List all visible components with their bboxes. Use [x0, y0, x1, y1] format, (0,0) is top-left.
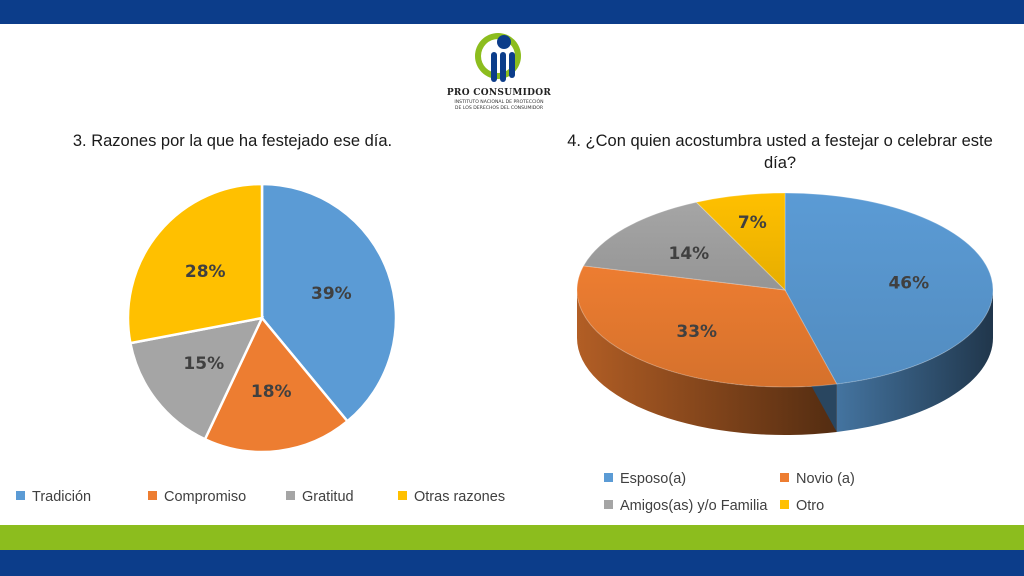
- slice-gratitud: [128, 316, 265, 441]
- legend-item-gratitud: Gratitud: [286, 489, 354, 505]
- legend-swatch: [148, 491, 157, 500]
- footer-green-stripe: [0, 525, 1024, 550]
- legend-item-tradicion: Tradición: [16, 489, 91, 505]
- label-esposo-a: 46%: [888, 274, 929, 294]
- logo-subtitle-line2: DE LOS DERECHOS DEL CONSUMIDOR: [454, 106, 544, 111]
- label-novio-a: 33%: [676, 322, 717, 342]
- label-amigos-as-y-o-familia: 14%: [668, 244, 709, 264]
- legend-label: Tradición: [32, 489, 92, 505]
- legend-swatch: [604, 473, 613, 482]
- footer-blue-stripe: [0, 550, 1024, 576]
- legend-label: Esposo(a): [620, 471, 687, 487]
- label-gratitud: 15%: [183, 354, 224, 374]
- legend-label: Compromiso: [164, 489, 247, 505]
- legend-swatch: [286, 491, 295, 500]
- legend-swatch: [16, 491, 25, 500]
- slice-otras-razones: [126, 182, 264, 345]
- slice-amigos-as-y-o-familia: [582, 201, 787, 291]
- slice-side-novio-a: [577, 290, 837, 435]
- label-otro: 7%: [738, 213, 767, 233]
- legend-label: Novio (a): [796, 471, 855, 487]
- slice-esposo-a: [784, 192, 994, 385]
- chart-title-companions: 4. ¿Con quien acostumbra usted a festeja…: [567, 132, 993, 172]
- legend-swatch: [780, 473, 789, 482]
- legend-label: Otro: [796, 498, 825, 514]
- logo-subtitle-line1: INSTITUTO NACIONAL DE PROTECCIÓN: [454, 100, 544, 105]
- slice-novio-a: [576, 265, 838, 388]
- legend-label: Gratitud: [302, 489, 354, 505]
- slice-side-esposo-a: [836, 290, 993, 432]
- legend-item-otro: Otro: [780, 498, 824, 514]
- logo: [440, 30, 570, 120]
- slice-tradicion: [260, 182, 398, 424]
- label-tradicion: 39%: [311, 284, 352, 304]
- legend-item-compromiso: Compromiso: [148, 489, 246, 505]
- chart-title-reasons: 3. Razones por la que ha festejado ese d…: [72, 132, 393, 150]
- legend-item-otras-razones: Otras razones: [398, 489, 505, 505]
- legend-label: Amigos(as) y/o Familia: [620, 498, 768, 514]
- legend-label: Otras razones: [414, 489, 506, 505]
- slice-otro: [695, 192, 786, 292]
- legend-item-novio-a: Novio (a): [780, 471, 855, 487]
- legend-swatch: [780, 500, 789, 509]
- label-compromiso: 18%: [251, 382, 292, 402]
- logo-head-icon: [497, 35, 511, 49]
- top-banner: [0, 0, 1024, 24]
- legend-item-esposo-a: Esposo(a): [604, 471, 686, 487]
- legend-swatch: [398, 491, 407, 500]
- legend-swatch: [604, 500, 613, 509]
- slice-compromiso: [203, 315, 350, 454]
- legend-item-amigos-as-y-o-familia: Amigos(as) y/o Familia: [604, 498, 767, 514]
- label-otras-razones: 28%: [185, 262, 226, 282]
- logo-subtitle: INSTITUTO NACIONAL DE PROTECCIÓN DE LOS …: [438, 100, 560, 112]
- logo-name: PRO CONSUMIDOR: [446, 88, 552, 98]
